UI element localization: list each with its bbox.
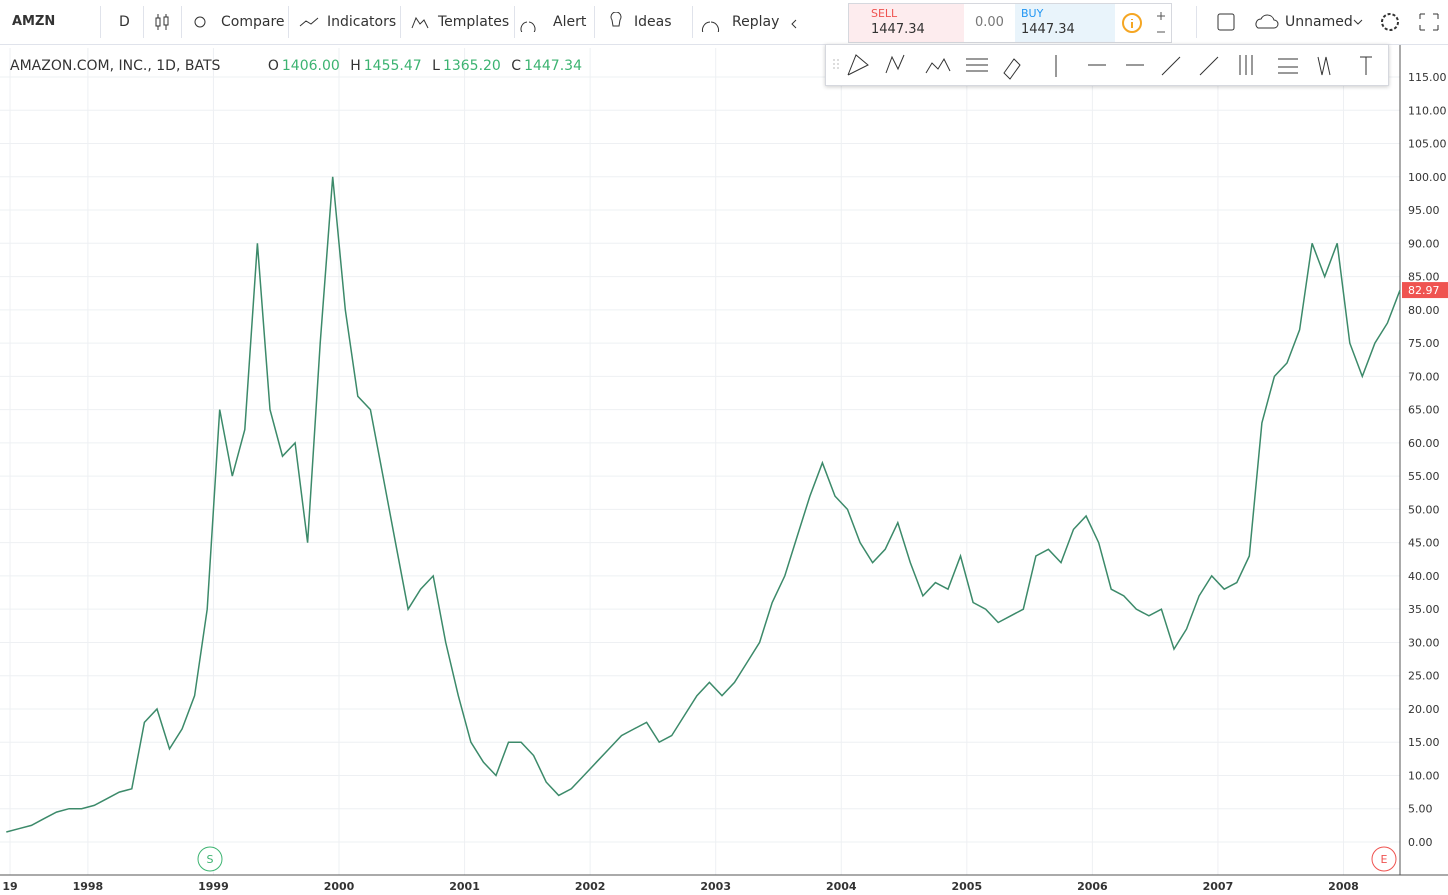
x-tick-label: 2000 (324, 880, 355, 893)
symbol[interactable]: AMZN (12, 14, 56, 29)
compare-button[interactable]: Compare (221, 14, 285, 30)
interval[interactable]: D (119, 14, 130, 30)
y-tick-label: 90.00 (1408, 237, 1440, 250)
separator (594, 6, 595, 38)
split-marker (197, 846, 223, 872)
y-tick-label: 95.00 (1408, 204, 1440, 217)
h-value: 1455.47 (363, 58, 422, 74)
y-tick-label: 65.00 (1408, 404, 1440, 417)
y-tick-label: 25.00 (1408, 670, 1440, 683)
buy-price: 1447.34 (1021, 22, 1075, 37)
y-tick-label: 85.00 (1408, 271, 1440, 284)
y-tick-label: 35.00 (1408, 603, 1440, 616)
y-tick-label: 100.00 (1408, 171, 1447, 184)
price-line (6, 176, 1401, 833)
separator (143, 6, 144, 38)
split-marker-label: S (207, 853, 214, 866)
last-price-box (1402, 282, 1448, 299)
chart-type-icon[interactable] (154, 12, 172, 32)
buy-button[interactable]: BUY 1447.34 (1015, 4, 1115, 42)
c-value: 1447.34 (524, 58, 582, 74)
right-icons (1217, 13, 1439, 31)
y-tick-label: 30.00 (1408, 636, 1440, 649)
x-tick-label: 1999 (198, 880, 229, 893)
y-tick-label: 60.00 (1408, 437, 1440, 450)
y-tick-label: 15.00 (1408, 736, 1440, 749)
buy-label: BUY (1021, 7, 1044, 20)
y-tick-label: 10.00 (1408, 769, 1440, 782)
x-tick-label: 2006 (1077, 880, 1108, 893)
templates-button[interactable]: Templates (438, 14, 510, 30)
y-tick-label: 45.00 (1408, 537, 1440, 550)
ideas-button[interactable]: Ideas (634, 14, 672, 30)
separator (692, 6, 693, 38)
separator (181, 6, 182, 38)
y-tick-label: 50.00 (1408, 503, 1440, 516)
x-tick-label: 2004 (826, 880, 857, 893)
layout-name[interactable]: Unnamed (1285, 14, 1353, 30)
o-value: 1406.00 (281, 58, 340, 74)
drawing-tools (833, 54, 1372, 80)
x-tick-label: 2001 (449, 880, 480, 893)
x-tick-label: 2007 (1203, 880, 1234, 893)
y-tick-label: 105.00 (1408, 138, 1447, 151)
x-tick-label: 2008 (1328, 880, 1359, 893)
x-tick-label: 2003 (700, 880, 731, 893)
c-label: C (511, 58, 522, 74)
legend: AMAZON.COM, INC., 1D, BATS O 1406.00 H 145… (10, 58, 588, 74)
x-tick-label: 19 (2, 880, 17, 893)
y-tick-label: 115.00 (1408, 71, 1447, 84)
spread: 0.00 (975, 15, 1004, 30)
sell-button[interactable]: SELL 1447.34 (849, 4, 964, 42)
o-label: O (267, 58, 279, 74)
drawing-toolbar (825, 44, 1389, 86)
y-tick-label: 80.00 (1408, 304, 1440, 317)
legend-title: AMAZON.COM, INC., 1D, BATS (10, 58, 221, 74)
l-label: L (432, 58, 440, 74)
top-toolbar: AMZN D Compare Indicators Templates Aler… (0, 0, 1448, 45)
y-tick-label: 75.00 (1408, 337, 1440, 350)
separator (1196, 6, 1197, 38)
chart: 0.00 5.00 10.00 15.00 20.00 25.00 30.00 35.00 40… (0, 45, 1448, 893)
separator (514, 6, 515, 38)
separator (100, 6, 101, 38)
earnings-marker (1371, 846, 1397, 872)
y-tick-label: 40.00 (1408, 570, 1440, 583)
alert-button[interactable]: Alert (553, 14, 587, 30)
x-tick-label: 2005 (952, 880, 983, 893)
earnings-marker-label: E (1381, 853, 1388, 866)
y-tick-label: 5.00 (1408, 803, 1433, 816)
toolbar-icons (194, 12, 797, 32)
info-icon[interactable] (1121, 12, 1169, 36)
y-tick-label: 20.00 (1408, 703, 1440, 716)
x-tick-label: 1998 (73, 880, 104, 893)
l-value: 1365.20 (442, 58, 501, 74)
y-tick-label: 110.00 (1408, 104, 1447, 117)
last-price-label: 82.97 (1408, 284, 1440, 297)
separator (288, 6, 289, 38)
y-tick-label: 70.00 (1408, 370, 1440, 383)
y-tick-label: 55.00 (1408, 470, 1440, 483)
sell-label: SELL (871, 7, 898, 20)
y-tick-label: 0.00 (1408, 836, 1433, 849)
x-tick-label: 2002 (575, 880, 606, 893)
separator (400, 6, 401, 38)
trade-panel: SELL 1447.34 0.00 BUY 1447.34 (848, 3, 1172, 43)
indicators-button[interactable]: Indicators (327, 14, 397, 30)
replay-button[interactable]: Replay (732, 14, 780, 30)
h-label: H (350, 58, 361, 74)
sell-price: 1447.34 (871, 22, 925, 37)
